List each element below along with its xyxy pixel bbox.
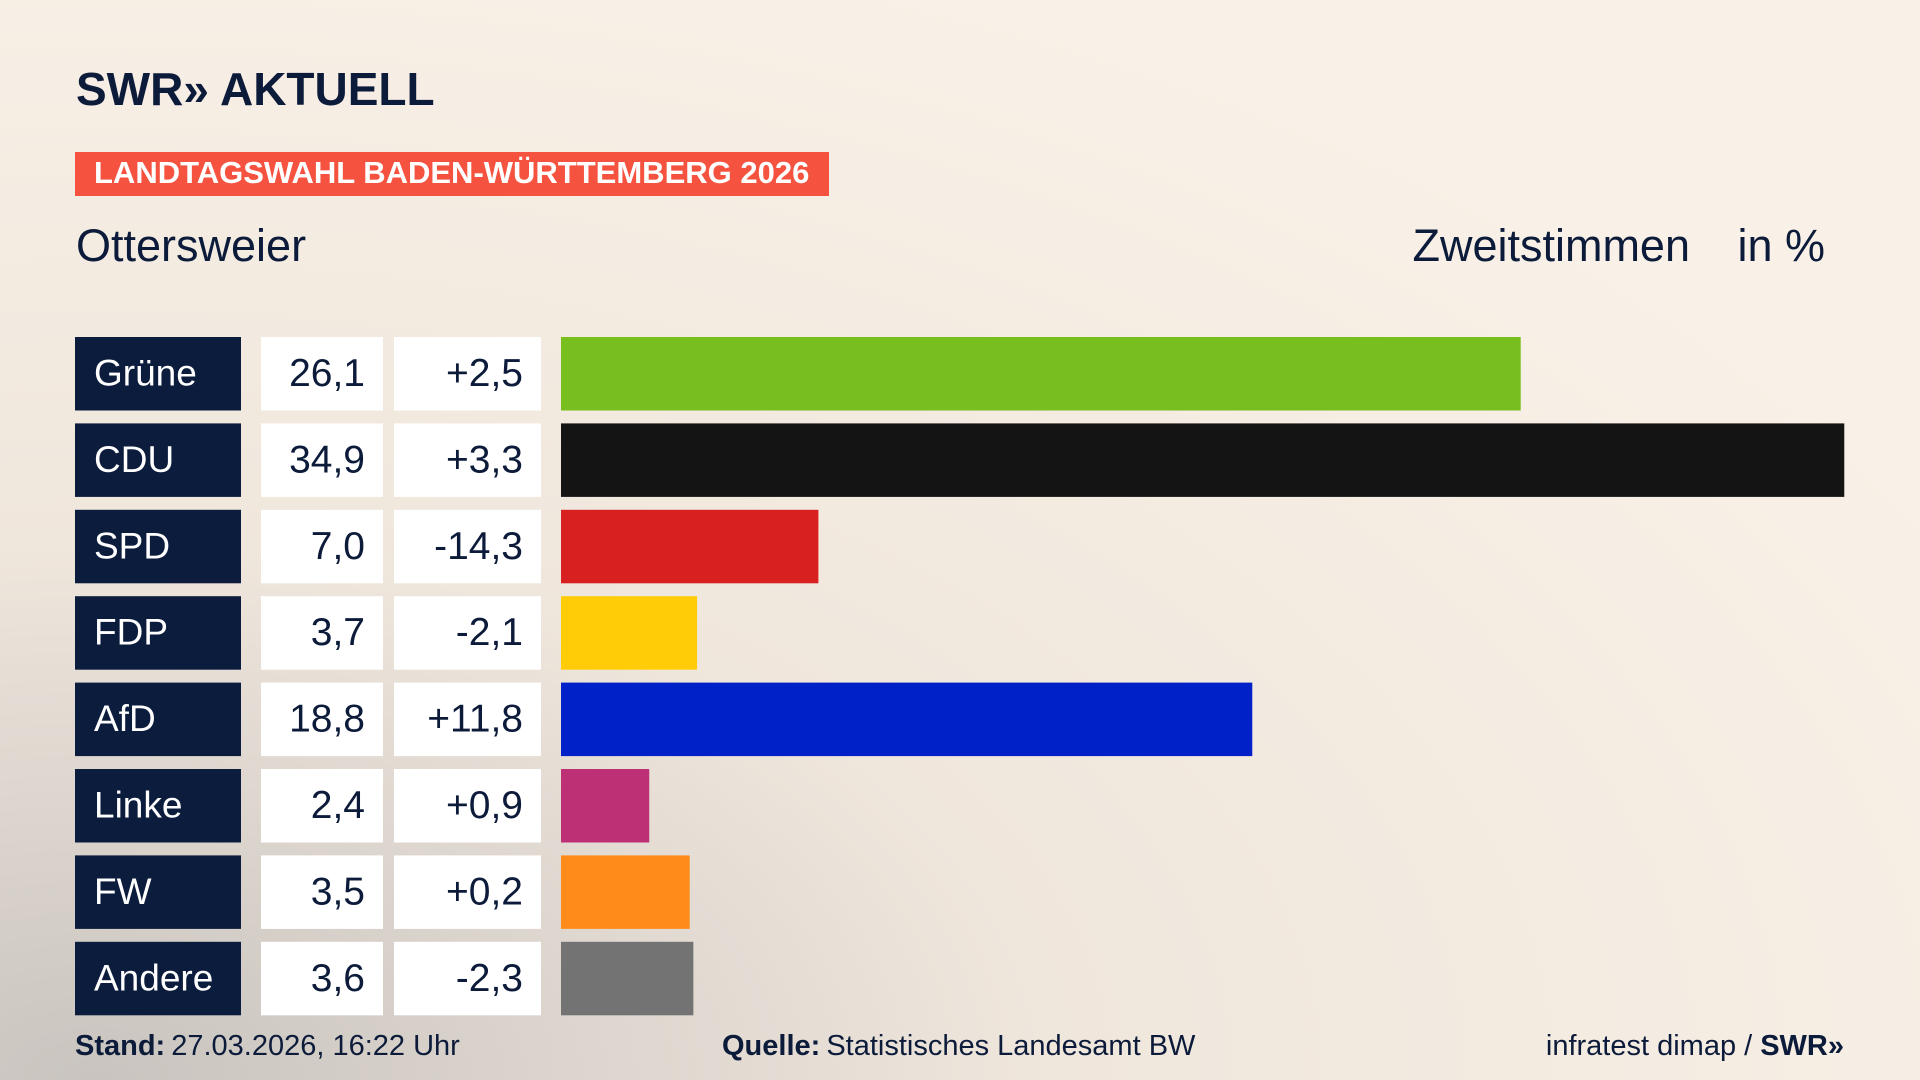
party-box (75, 423, 241, 497)
change-cell (394, 423, 541, 497)
party-box (75, 337, 241, 411)
change-cell (394, 337, 541, 411)
party-box (75, 596, 241, 670)
banner (75, 152, 829, 196)
footer-source: Quelle: Statistisches Landesamt BW (722, 1030, 1196, 1062)
party-box (75, 941, 241, 1016)
party-box (75, 509, 241, 584)
value-label: 34,9 (289, 438, 365, 481)
credit: infratest dimap / (1546, 1030, 1753, 1062)
footer-credit: infratest dimap / SWR» (1546, 1030, 1844, 1062)
party-label: Grüne (94, 353, 197, 394)
party-label: FDP (94, 612, 168, 653)
party-label: FW (94, 871, 152, 912)
change-cell (394, 596, 541, 670)
change-label: -2,1 (456, 611, 523, 654)
change-label: -14,3 (434, 525, 523, 568)
party-label: Linke (94, 785, 182, 826)
value-label: 18,8 (289, 698, 365, 741)
value-cell (261, 596, 383, 670)
stand: 27.03.2026, 16:22 Uhr (171, 1030, 460, 1062)
change-cell (394, 509, 541, 584)
bar (561, 509, 819, 584)
party-label: SPD (94, 525, 170, 566)
value-label: 2,4 (311, 784, 365, 827)
party-box (75, 682, 241, 757)
value-cell (261, 855, 383, 929)
change-cell (394, 769, 541, 843)
value-label: 26,1 (289, 352, 365, 395)
bar (561, 941, 694, 1016)
value-label: 3,6 (311, 957, 365, 1000)
unit-label: in % (1737, 220, 1825, 271)
value-cell (261, 337, 383, 411)
brand-logo: SWR» AKTUELL (76, 63, 435, 115)
value-label: 3,7 (311, 611, 365, 654)
chart-title: Ottersweier (76, 220, 306, 271)
party-label: CDU (94, 439, 174, 480)
value-cell (261, 509, 383, 584)
banner-text: LANDTAGSWAHL BADEN-WÜRTTEMBERG 2026 (94, 155, 809, 190)
change-label: +11,8 (427, 698, 523, 741)
value-cell (261, 769, 383, 843)
value-title: Zweitstimmen (1412, 220, 1690, 271)
source: Statistisches Landesamt BW (826, 1030, 1196, 1062)
value-label: 7,0 (311, 525, 365, 568)
footer-stand: Stand: 27.03.2026, 16:22 Uhr (75, 1030, 460, 1062)
bar (561, 682, 1253, 757)
credit-brand: SWR» (1760, 1030, 1844, 1062)
change-label: -2,3 (456, 957, 523, 1000)
change-label: +2,5 (446, 352, 523, 395)
rows: Grüne 26,1 +2,5 CDU 34,9 +3,3 SPD 7,0 -14,3 FDP 3,… (75, 337, 1845, 1016)
stand-label: Stand: (75, 1030, 165, 1062)
value-cell (261, 423, 383, 497)
change-label: +3,3 (446, 438, 523, 481)
bar (561, 855, 690, 929)
bar (561, 596, 698, 670)
change-label: +0,9 (446, 784, 523, 827)
bar (561, 423, 1845, 497)
party-box (75, 855, 241, 929)
party-label: Andere (94, 957, 213, 998)
change-cell (394, 682, 541, 757)
source-label: Quelle: (722, 1030, 820, 1062)
bar (561, 337, 1521, 411)
change-label: +0,2 (446, 870, 523, 913)
value-label: 3,5 (311, 870, 365, 913)
change-cell (394, 855, 541, 929)
party-label: AfD (94, 698, 156, 739)
change-cell (394, 941, 541, 1016)
bar (561, 769, 650, 843)
value-cell (261, 682, 383, 757)
party-box (75, 769, 241, 843)
value-cell (261, 941, 383, 1016)
